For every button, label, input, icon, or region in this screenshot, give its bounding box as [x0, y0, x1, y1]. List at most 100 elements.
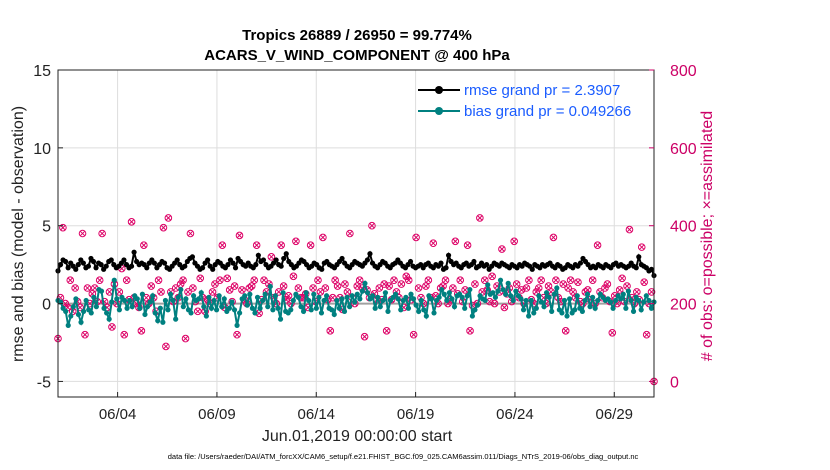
- obs-assimilated-marker: [92, 285, 98, 291]
- rmse-point: [232, 265, 239, 271]
- bias-point: [124, 305, 130, 311]
- rmse-point: [283, 251, 289, 257]
- obs-assimilated-marker: [332, 277, 338, 283]
- legend: rmse grand pr = 2.3907 bias grand pr = 0…: [418, 82, 631, 120]
- x-tick-label: 06/04: [99, 406, 137, 423]
- legend-bias-marker: [435, 107, 443, 115]
- obs-assimilated-marker: [290, 273, 297, 279]
- bias-point: [546, 294, 552, 300]
- obs-possible-marker: [319, 233, 327, 242]
- obs-possible-marker: [120, 330, 129, 339]
- bias-point: [533, 305, 539, 311]
- obs-assimilated-marker: [553, 277, 559, 283]
- obs-assimilated-marker: [232, 283, 238, 289]
- obs-possible-marker: [566, 276, 575, 285]
- bias-point: [147, 299, 153, 305]
- bias-point: [336, 305, 342, 311]
- obs-assimilated-marker: [261, 277, 267, 283]
- obs-assimilated-marker: [342, 281, 348, 287]
- rmse-point: [121, 257, 127, 263]
- bias-point: [449, 296, 455, 302]
- bias-point: [523, 297, 529, 304]
- bias-point: [257, 305, 263, 311]
- obs-possible-marker: [414, 284, 423, 292]
- obs-assimilated-marker: [362, 334, 368, 340]
- obs-possible-marker: [390, 276, 398, 285]
- left-tick-label: 0: [42, 297, 51, 314]
- obs-possible-marker: [127, 218, 136, 226]
- rmse-point: [189, 254, 196, 260]
- obs-possible-marker: [309, 284, 317, 292]
- obs-assimilated-marker: [97, 277, 103, 283]
- obs-possible-marker: [162, 342, 170, 351]
- obs-assimilated-marker: [413, 234, 419, 240]
- obs-possible-marker: [292, 237, 300, 246]
- x-tick-label: 06/09: [198, 406, 236, 423]
- obs-assimilated-marker: [462, 287, 468, 293]
- obs-possible-marker: [510, 237, 518, 246]
- obs-assimilated-marker: [526, 277, 532, 283]
- bias-point: [306, 297, 312, 304]
- right-tick-label: 600: [670, 141, 697, 158]
- obs-assimilated-marker: [450, 285, 456, 291]
- bias-point: [142, 311, 148, 318]
- bias-point: [354, 291, 360, 297]
- bias-point: [451, 304, 458, 310]
- bias-point: [203, 313, 209, 319]
- bias-point: [349, 293, 355, 299]
- bias-point: [582, 297, 588, 304]
- bias-point: [385, 308, 391, 314]
- bias-point: [513, 288, 519, 294]
- obs-possible-marker: [552, 276, 560, 285]
- bias-point: [359, 288, 365, 294]
- bias-point: [288, 307, 294, 313]
- bias-point: [91, 294, 97, 300]
- rmse-point: [128, 263, 135, 269]
- x-axis-label: Jun.01,2019 00:00:00 start: [262, 428, 453, 445]
- bias-point: [152, 310, 158, 316]
- bias-point: [298, 304, 304, 310]
- bias-point: [467, 286, 473, 293]
- bias-point: [490, 290, 496, 296]
- obs-assimilated-marker: [281, 283, 287, 289]
- obs-possible-marker: [294, 284, 303, 292]
- obs-assimilated-marker: [82, 332, 88, 338]
- obs-assimilated-marker: [452, 238, 458, 244]
- obs-assimilated-marker: [411, 332, 417, 338]
- bias-point: [311, 291, 317, 297]
- obs-possible-marker: [78, 229, 87, 238]
- bias-point: [129, 304, 135, 310]
- bias-point: [510, 297, 516, 304]
- bias-point: [270, 307, 276, 313]
- rmse-point: [484, 262, 490, 268]
- obs-possible-marker: [189, 284, 197, 292]
- rmse-point: [278, 263, 284, 269]
- bias-point: [416, 308, 422, 314]
- bias-point: [201, 304, 207, 310]
- obs-assimilated-marker: [163, 343, 169, 349]
- bias-point: [63, 308, 69, 314]
- obs-assimilated-marker: [425, 277, 431, 283]
- obs-assimilated-marker: [335, 283, 341, 289]
- obs-possible-marker: [498, 245, 506, 253]
- obs-possible-marker: [71, 284, 79, 292]
- left-axis-ticks: -5 0 5 10 15: [33, 63, 63, 391]
- bias-point: [211, 297, 217, 304]
- obs-possible-marker: [451, 237, 460, 246]
- bias-point: [380, 297, 386, 304]
- bias-point: [382, 290, 389, 296]
- obs-possible-marker: [284, 291, 293, 300]
- rmse-point: [339, 255, 345, 262]
- legend-rmse-marker: [435, 86, 443, 94]
- bias-point: [551, 291, 557, 297]
- left-tick-label: 15: [33, 63, 51, 80]
- obs-possible-marker: [233, 330, 241, 339]
- obs-possible-marker: [108, 323, 116, 331]
- obs-possible-marker: [488, 272, 496, 281]
- obs-possible-marker: [216, 276, 224, 285]
- bias-point: [584, 291, 591, 297]
- rmse-point: [253, 262, 259, 268]
- bias-point: [121, 297, 128, 304]
- bias-point: [155, 318, 161, 324]
- obs-possible-marker: [534, 284, 543, 292]
